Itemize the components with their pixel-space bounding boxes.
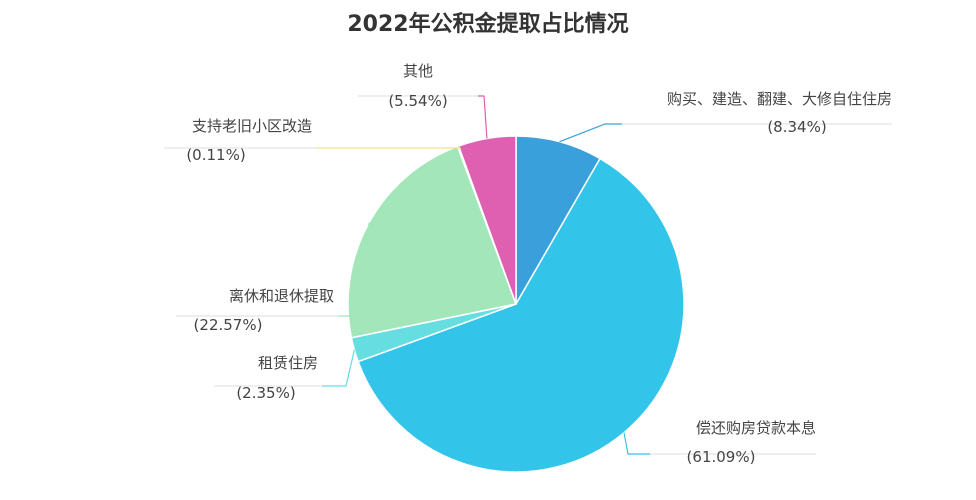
slice-percent-label: (5.54%) [388,92,447,110]
slice-label: 租赁住房 [258,354,318,372]
leader-line [322,349,355,387]
chart-title: 2022年公积金提取占比情况 [347,12,629,37]
leader-line [316,145,462,149]
pie-slice [347,145,518,339]
slice-label: 偿还购房贷款本息 [696,419,816,437]
slice-label: 其他 [403,62,433,80]
slice-label: 购买、建造、翻建、大修自住住房 [667,90,892,108]
leader-line [338,222,370,317]
leader-line [559,123,622,143]
slice-label: 支持老旧小区改造 [192,117,312,135]
slice-percent-label: (0.11%) [186,146,245,164]
slice-percent-label: (2.35%) [236,384,295,402]
slice-percent-label: (61.09%) [687,448,756,466]
slice-label: 离休和退休提取 [229,287,334,305]
slice-percent-label: (22.57%) [194,316,263,334]
leader-line [478,95,488,139]
leader-line [623,432,650,455]
pie-slice [357,157,685,473]
slice-percent-label: (8.34%) [767,118,826,136]
pie-slice [515,135,602,307]
